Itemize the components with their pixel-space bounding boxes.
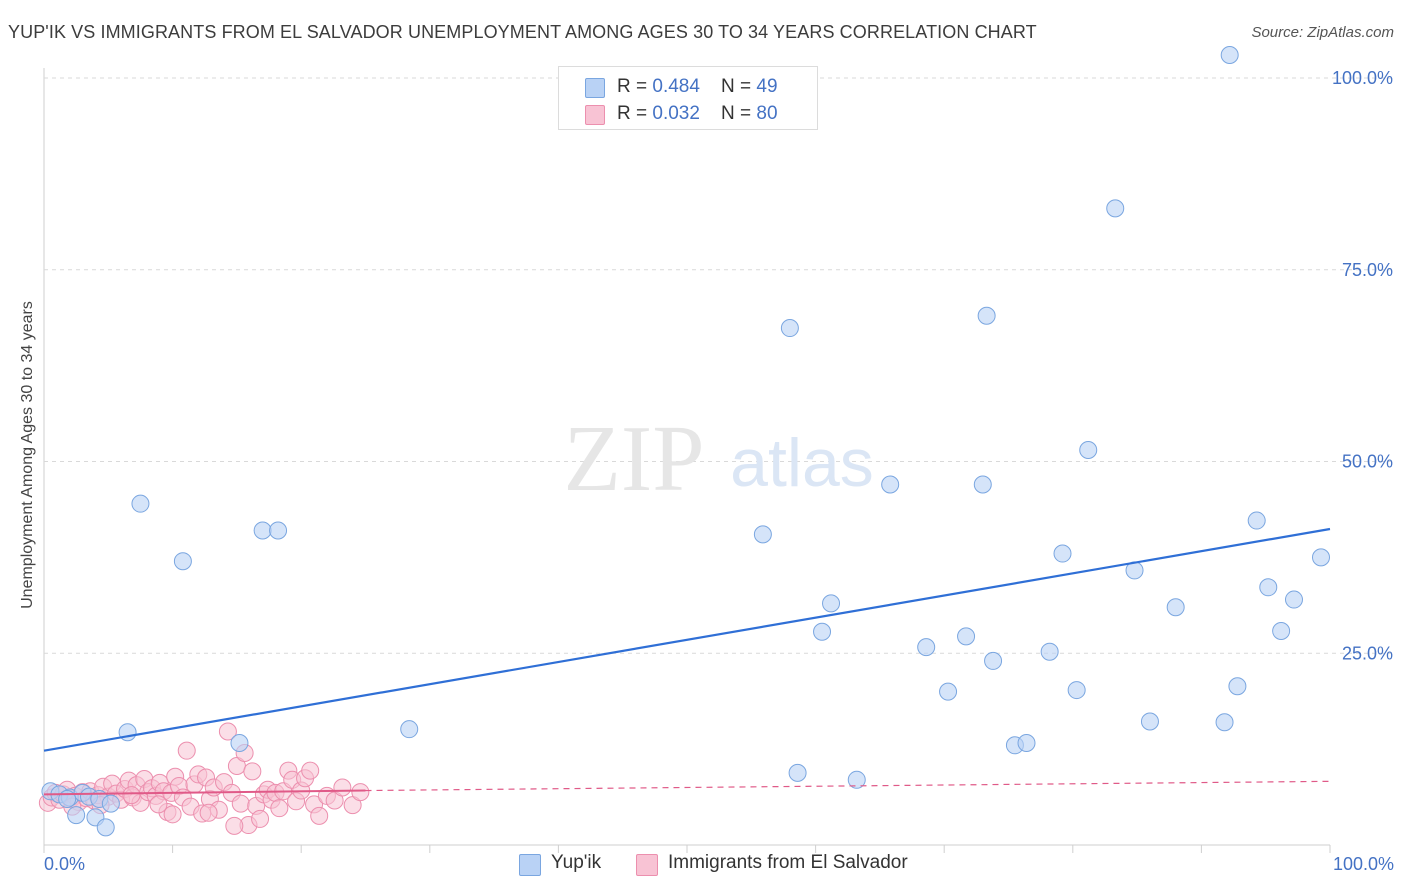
correlation-legend: R = 0.484 N = 49 R = 0.032 N = 80: [558, 66, 818, 130]
data-point-el-salvador: [199, 803, 218, 822]
legend-swatch-yupik: [585, 78, 605, 98]
data-point-yupik: [1079, 440, 1098, 459]
legend-r-label: R =: [617, 76, 653, 97]
data-point-yupik: [1259, 578, 1278, 597]
trend-lines: [43, 527, 1331, 796]
data-point-yupik: [822, 594, 841, 613]
data-point-el-salvador: [163, 805, 182, 824]
y-tick-label: 100.0%: [1332, 68, 1393, 88]
data-point-yupik: [939, 682, 958, 701]
data-point-yupik: [67, 806, 86, 825]
data-point-yupik: [1106, 199, 1125, 218]
data-point-yupik: [58, 789, 77, 808]
chart-title: YUP'IK VS IMMIGRANTS FROM EL SALVADOR UN…: [8, 22, 1037, 42]
data-point-yupik: [96, 818, 115, 837]
data-point-yupik: [253, 521, 272, 540]
data-point-yupik: [230, 733, 249, 752]
data-point-yupik: [788, 763, 807, 782]
data-point-yupik: [881, 475, 900, 494]
data-point-yupik: [1272, 622, 1291, 641]
data-point-yupik: [977, 306, 996, 325]
data-point-el-salvador: [333, 778, 352, 797]
data-point-yupik: [269, 521, 288, 540]
x-tick-max: 100.0%: [1333, 854, 1394, 874]
data-point-yupik: [753, 525, 772, 544]
data-point-yupik: [1215, 713, 1234, 732]
data-point-yupik: [1284, 590, 1303, 609]
data-point-el-salvador: [351, 783, 370, 802]
legend-r-value-yupik: 0.484: [652, 76, 700, 97]
data-point-el-salvador: [243, 762, 262, 781]
data-point-el-salvador: [251, 809, 270, 828]
data-point-yupik: [101, 794, 120, 813]
legend-n-label: N =: [721, 76, 757, 97]
y-tick-label: 25.0%: [1342, 643, 1393, 663]
axis-ticks: 25.0% 50.0% 75.0% 100.0%: [43, 68, 1393, 853]
data-point-el-salvador: [177, 741, 196, 760]
legend-n-value-el-salvador: 80: [756, 103, 778, 124]
data-point-yupik: [1040, 642, 1059, 661]
data-point-el-salvador: [225, 816, 244, 835]
x-tick-min: 0.0%: [44, 854, 85, 874]
data-point-el-salvador: [149, 795, 168, 814]
data-point-yupik: [1140, 712, 1159, 731]
data-point-yupik: [1311, 548, 1330, 567]
bottom-legend-swatch-yupik: [519, 854, 541, 876]
data-point-yupik: [957, 627, 976, 646]
watermark-zip: ZIP: [564, 407, 705, 511]
data-point-el-salvador: [301, 761, 320, 780]
y-tick-label: 50.0%: [1342, 452, 1393, 472]
data-point-yupik: [131, 494, 150, 513]
legend-r-value-el-salvador: 0.032: [652, 103, 700, 124]
legend-r-label: R =: [617, 103, 653, 124]
legend-n-value-yupik: 49: [756, 76, 778, 97]
data-point-yupik: [1247, 511, 1266, 530]
data-point-yupik: [847, 770, 866, 789]
data-point-el-salvador: [310, 806, 329, 825]
grid-lines: [43, 68, 1392, 846]
data-point-el-salvador: [270, 799, 289, 818]
bottom-legend-swatch-el-salvador: [636, 854, 658, 876]
watermark-atlas: atlas: [730, 425, 874, 501]
data-point-yupik: [400, 720, 419, 739]
data-point-yupik: [973, 475, 992, 494]
trend-line-el-salvador-dashed: [365, 780, 1331, 792]
legend-n-label: N =: [721, 103, 757, 124]
data-point-yupik: [1053, 544, 1072, 563]
data-point-yupik: [984, 651, 1003, 670]
data-point-yupik: [1067, 681, 1086, 700]
data-point-el-salvador: [122, 786, 141, 805]
data-point-yupik: [780, 319, 799, 338]
y-tick-label: 75.0%: [1342, 260, 1393, 280]
data-point-yupik: [1220, 45, 1239, 64]
bottom-legend-label-el-salvador: Immigrants from El Salvador: [668, 852, 908, 873]
bottom-legend-label-yupik: Yup'ik: [551, 852, 602, 873]
data-point-yupik: [813, 622, 832, 641]
legend-swatch-el-salvador: [585, 105, 605, 125]
data-point-yupik: [173, 552, 192, 571]
source-credit: Source: ZipAtlas.com: [1251, 24, 1394, 41]
watermark: ZIP atlas: [564, 407, 874, 511]
data-point-el-salvador: [218, 722, 237, 741]
data-point-el-salvador: [231, 794, 250, 813]
trend-line-yupik: [43, 527, 1331, 752]
data-point-yupik: [1228, 677, 1247, 696]
data-point-yupik: [1017, 733, 1036, 752]
data-point-yupik: [917, 638, 936, 657]
trend-line-el-salvador-solid: [43, 789, 366, 796]
data-point-yupik: [1166, 598, 1185, 617]
